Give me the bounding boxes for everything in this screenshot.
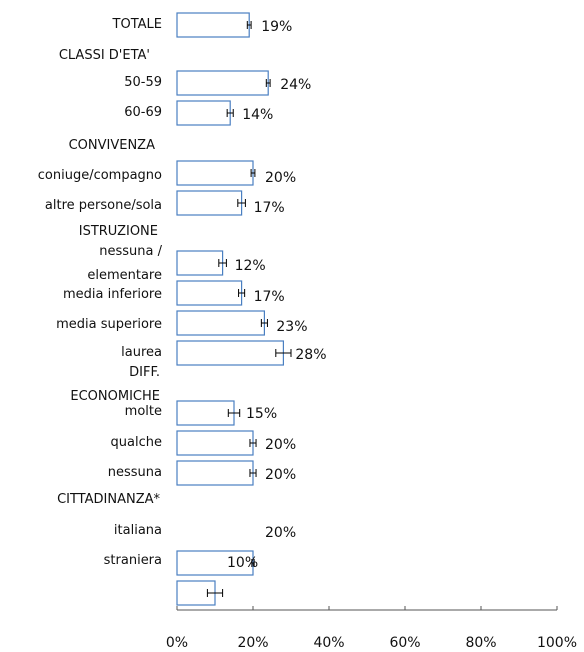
error-bar	[250, 169, 256, 177]
bar	[176, 250, 224, 276]
x-tick-label: 100%	[536, 635, 578, 651]
bar	[176, 340, 285, 366]
category-label: nessuna	[107, 465, 162, 480]
bar	[176, 550, 254, 576]
category-label: coniuge/compagno	[37, 168, 162, 183]
bar	[176, 70, 269, 96]
error-bar	[227, 409, 241, 417]
error-bar	[251, 559, 255, 567]
bar	[176, 100, 231, 126]
x-tick-label: 20%	[237, 635, 269, 651]
bar	[176, 460, 254, 486]
error-bar	[260, 319, 268, 327]
value-label: 20%	[265, 525, 297, 541]
group-label: ISTRUZIONE	[78, 224, 158, 239]
value-label: 24%	[280, 77, 312, 93]
category-label: molte	[124, 404, 162, 419]
value-label: 14%	[242, 107, 274, 123]
value-label: 17%	[253, 289, 285, 305]
value-label: 28%	[295, 347, 327, 363]
error-bar	[206, 589, 224, 597]
bar	[176, 400, 235, 426]
error-bar	[238, 289, 246, 297]
category-label: italiana	[113, 523, 162, 538]
value-label: 12%	[234, 258, 266, 274]
value-label: 15%	[246, 406, 278, 422]
x-tick-label: 0%	[165, 635, 189, 651]
value-label: 17%	[253, 200, 285, 216]
bar	[176, 190, 243, 216]
value-label: 23%	[276, 319, 308, 335]
bar	[176, 12, 250, 38]
error-bar	[249, 469, 257, 477]
bar	[176, 280, 243, 306]
category-label: media inferiore	[62, 287, 162, 302]
value-label: 20%	[265, 170, 297, 186]
category-label: nessuna / elementare	[87, 244, 162, 283]
bar	[176, 430, 254, 456]
error-bar	[246, 21, 252, 29]
category-label: qualche	[110, 435, 162, 450]
group-label: CONVIVENZA	[68, 138, 155, 153]
value-label: 19%	[261, 19, 293, 35]
error-bar	[218, 259, 227, 267]
category-label: 50-59	[124, 75, 162, 90]
category-label: TOTALE	[112, 17, 162, 32]
group-label: DIFF. ECONOMICHE	[70, 365, 160, 404]
value-label: 20%	[265, 437, 297, 453]
category-label: altre persone/sola	[44, 198, 162, 213]
error-bar	[275, 349, 292, 357]
category-label: laurea	[121, 345, 162, 360]
bar	[176, 310, 266, 336]
error-bar	[265, 79, 271, 87]
group-label: CITTADINANZA*	[57, 492, 160, 507]
error-bar	[237, 199, 246, 207]
x-tick-label: 60%	[389, 635, 421, 651]
error-bar	[226, 109, 234, 117]
value-label: 10%	[227, 555, 259, 571]
bar	[176, 160, 254, 186]
category-label: 60-69	[124, 105, 162, 120]
x-tick-label: 80%	[465, 635, 497, 651]
category-label: straniera	[103, 553, 162, 568]
x-tick-label: 40%	[313, 635, 345, 651]
value-label: 20%	[265, 467, 297, 483]
group-label: CLASSI D'ETA'	[58, 48, 150, 63]
category-label: media superiore	[56, 317, 162, 332]
error-bar	[249, 439, 257, 447]
